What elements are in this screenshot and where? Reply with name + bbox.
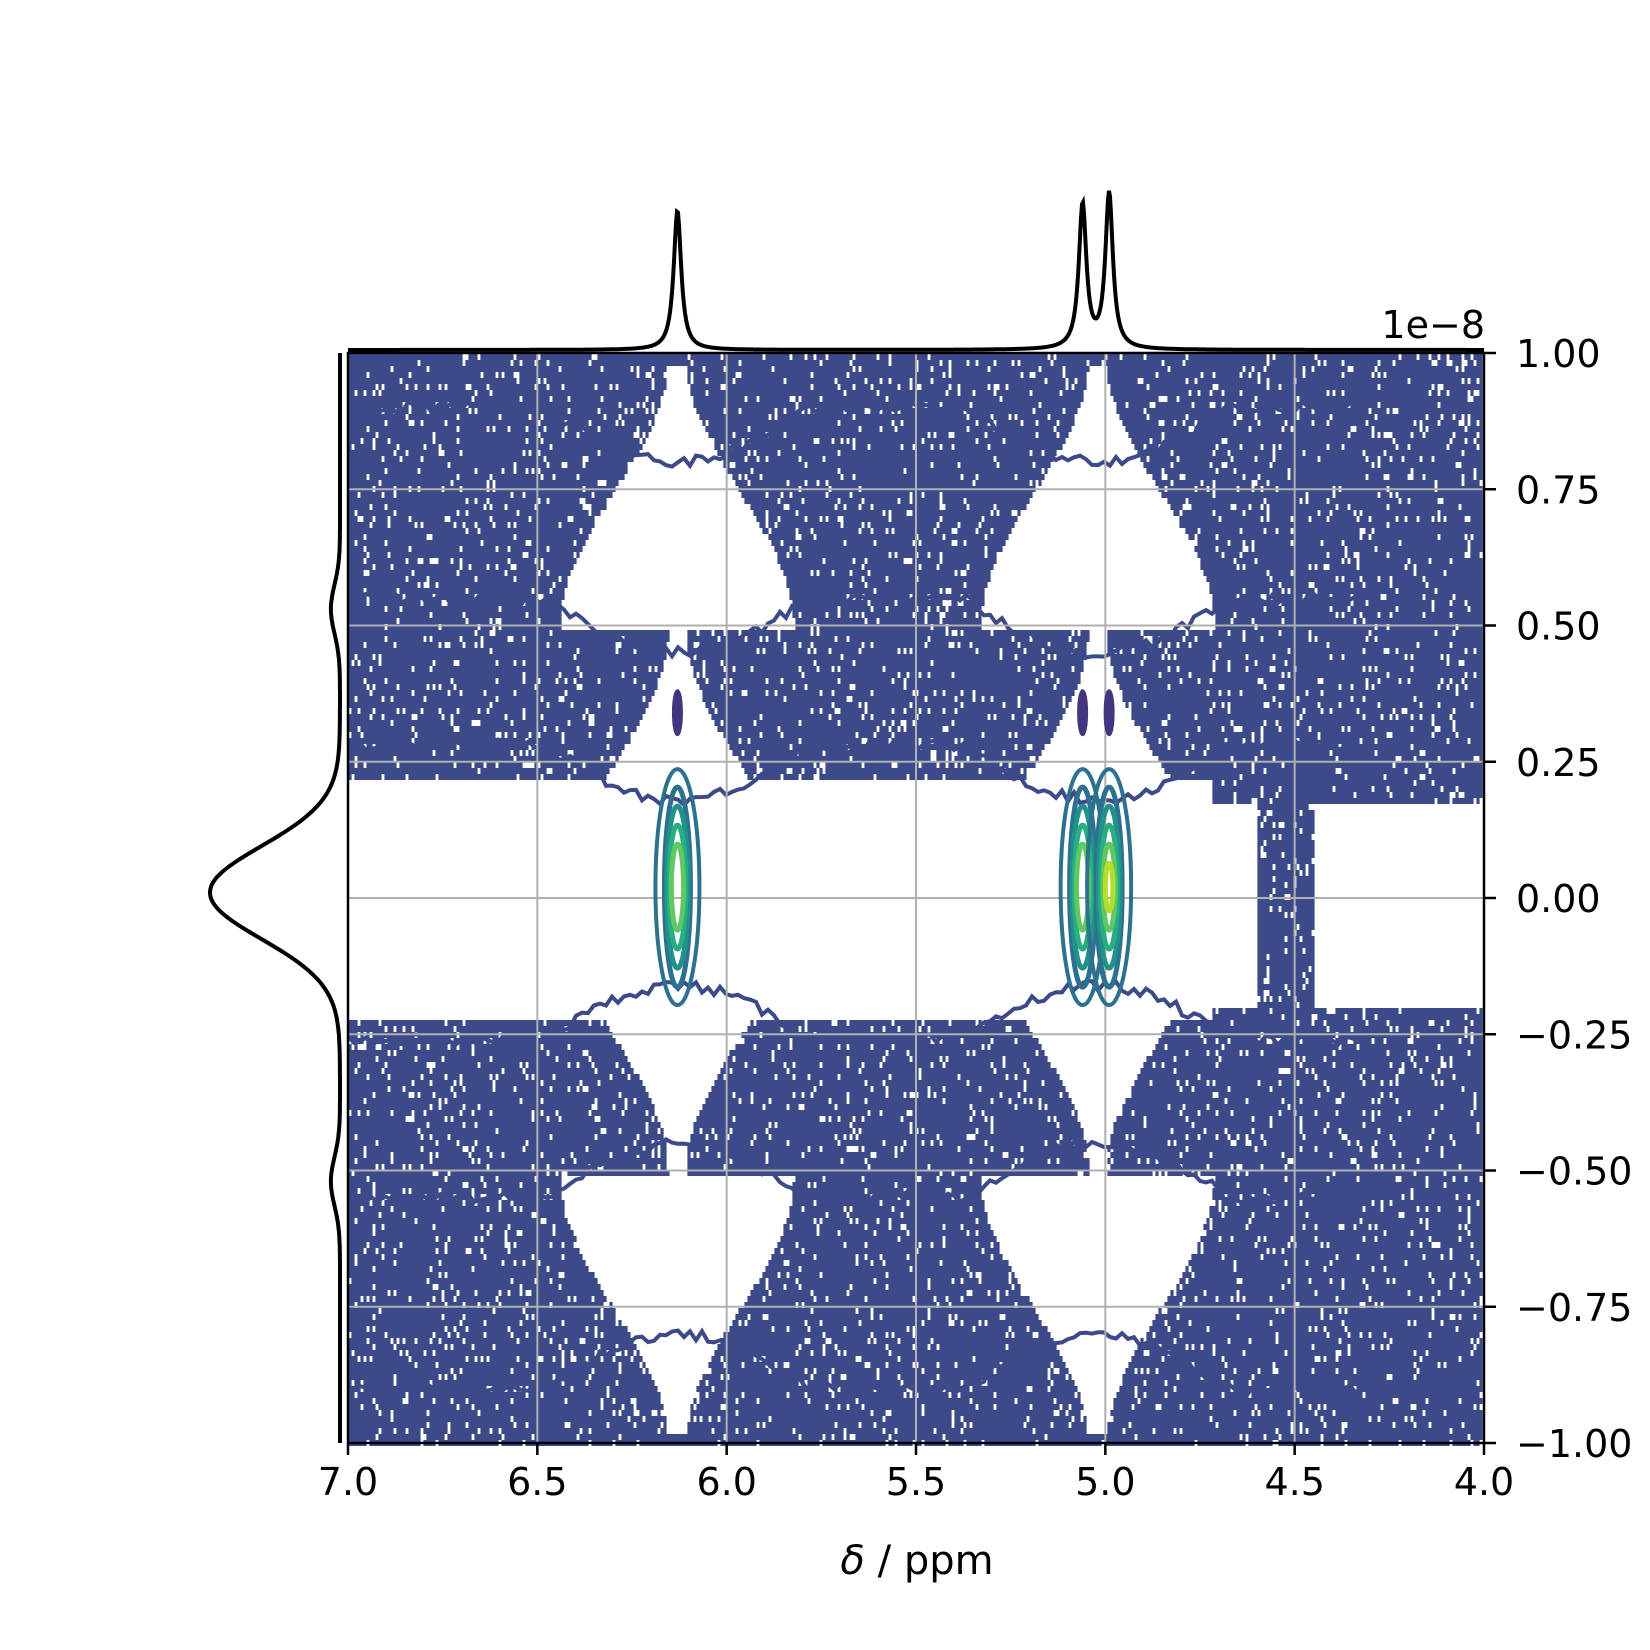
y-tick-label-0: 1.00 (1516, 332, 1601, 376)
y-tick-label-8: −1.00 (1516, 1422, 1632, 1466)
contour-noise-layer (346, 354, 1483, 1446)
grid (348, 353, 1484, 1443)
y-offset-text: 1e−8 (1381, 303, 1485, 347)
secondary-peak-2 (1103, 689, 1115, 737)
contour-peaks (653, 689, 1134, 1008)
ridge-contour-0 (346, 736, 1363, 808)
x-tick-label-4: 5.0 (1075, 1460, 1135, 1504)
y-tick-label-6: −0.50 (1516, 1150, 1632, 1194)
secondary-peak-1 (1077, 689, 1089, 737)
y-tick-label-5: −0.25 (1516, 1013, 1632, 1057)
x-axis-label-unit: / ppm (865, 1538, 994, 1584)
peak-0-contour-3 (668, 841, 687, 933)
ridge-contour-5 (347, 1327, 1364, 1398)
peak-2-outer-contour (1085, 767, 1134, 1008)
x-tick-label-3: 5.5 (886, 1460, 946, 1504)
ridge-contour-3 (346, 1136, 1364, 1206)
peak-2-contour-4 (1102, 860, 1116, 914)
x-tick-label-1: 6.5 (507, 1460, 567, 1504)
left-projection-line (207, 353, 342, 1443)
axis-ticks: 7.0 6.5 6.0 5.5 5.0 4.5 4.0 1.00 0.75 0.50 0.25 0.0… (318, 332, 1633, 1504)
top-projection-spectrum (348, 190, 1484, 352)
secondary-peak-0 (671, 689, 683, 737)
x-tick-label-5: 4.5 (1264, 1460, 1324, 1504)
top-projection-line (348, 190, 1484, 352)
peak-0-outer-contour (653, 767, 702, 1008)
y-tick-label-2: 0.50 (1516, 605, 1601, 649)
y-tick-label-3: 0.25 (1516, 741, 1601, 785)
ridge-contour-4 (347, 399, 1363, 470)
left-projection-spectrum (207, 353, 342, 1443)
y-tick-label-4: 0.00 (1516, 877, 1601, 921)
y-tick-label-7: −0.75 (1516, 1286, 1632, 1330)
x-tick-label-2: 6.0 (696, 1460, 756, 1504)
x-tick-label-0: 7.0 (318, 1460, 378, 1504)
x-tick-label-6: 4.0 (1454, 1460, 1514, 1504)
x-axis-label: δ / ppm (840, 1538, 993, 1584)
y-tick-label-1: 0.75 (1516, 468, 1601, 512)
ridge-contour-1 (346, 978, 1363, 1048)
x-axis-label-symbol: δ (840, 1538, 864, 1584)
ridge-contour-2 (346, 589, 1364, 660)
